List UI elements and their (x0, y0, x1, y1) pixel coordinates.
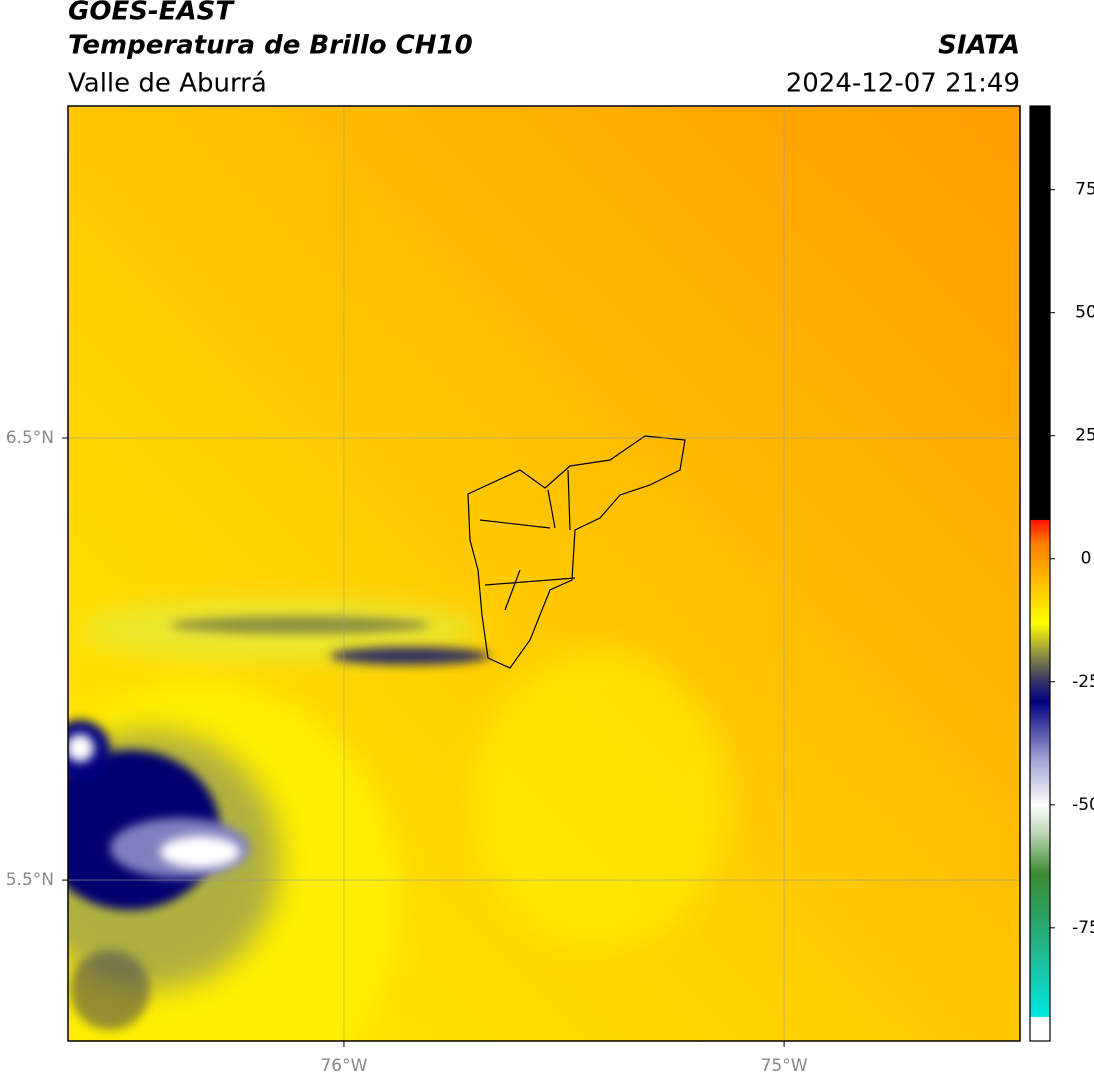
x-tick-label: 76°W (320, 1056, 367, 1076)
colorbar-segment (1030, 622, 1050, 648)
x-tick-label: 75°W (761, 1056, 808, 1076)
colorbar-segment (1030, 583, 1050, 624)
colorbar-segment (1030, 676, 1050, 702)
colorbar-tick-label: 0 (1081, 549, 1092, 569)
colorbar: 75 50 25 0 -25 -50 -75 (1030, 106, 1094, 1042)
colorbar-segment (1030, 519, 1050, 545)
title: GOES-EAST (68, 0, 235, 27)
map-frame (67, 105, 1021, 1042)
grid (62, 106, 1020, 1047)
colorbar-tick-label: 25 (1075, 426, 1094, 446)
municipal-boundaries (467, 435, 686, 669)
colorbar-tick-label: 50 (1075, 303, 1094, 323)
region: Valle de Aburrá (68, 69, 267, 99)
colorbar-segment (1030, 755, 1050, 806)
colorbar-tick-label: -75 (1072, 918, 1094, 938)
y-tick-label: 6.5°N (6, 428, 54, 448)
colorbar-segment (1030, 804, 1050, 835)
timestamp: 2024-12-07 21:49 (786, 69, 1020, 99)
colorbar-segment (1030, 647, 1050, 678)
colorbar-segment (1030, 543, 1050, 584)
colorbar-segment (1030, 1016, 1050, 1042)
colorbar-tick-label: -50 (1072, 795, 1094, 815)
colorbar-segment (1030, 701, 1050, 757)
y-tick-label: 5.5°N (6, 870, 54, 890)
colorbar-frame (1029, 105, 1051, 1042)
colorbar-segment (1030, 873, 1050, 953)
colorbar-segment (1030, 952, 1050, 1017)
source: SIATA (938, 31, 1020, 61)
colorbar-segment (1030, 106, 1050, 520)
colorbar-segment (1030, 834, 1050, 875)
colorbar-tick-label: 75 (1075, 180, 1094, 200)
subtitle: Temperatura de Brillo CH10 (68, 31, 473, 61)
raster (68, 106, 1020, 1041)
colorbar-tick-label: -25 (1072, 672, 1094, 692)
